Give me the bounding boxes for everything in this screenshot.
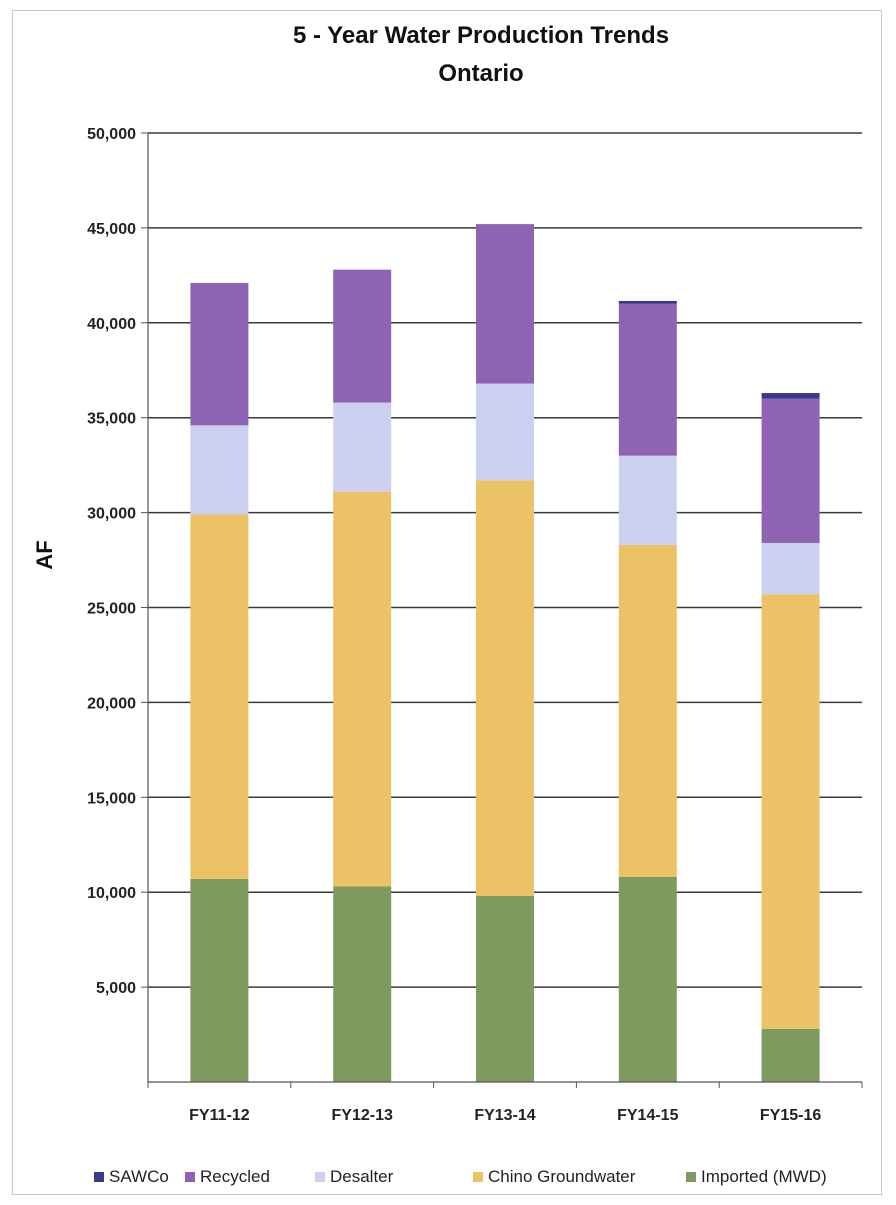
x-tick-label: FY15-16: [760, 1107, 821, 1124]
bar-imported-mwd-fy11-12: [190, 878, 249, 1082]
bars: [190, 224, 820, 1082]
bar-sawco-fy14-15: [618, 300, 677, 304]
bar-chino-groundwater-fy11-12: [190, 514, 249, 879]
chart-frame: [12, 10, 882, 1195]
bar-desalter-fy14-15: [618, 455, 677, 545]
legend: SAWCo Recycled Desalter Chino Groundwater Im…: [94, 1167, 827, 1186]
bar-imported-mwd-fy12-13: [333, 886, 392, 1082]
bar-recycled-fy14-15: [618, 303, 677, 456]
x-tick-labels: FY11-12 FY12-13 FY13-14 FY14-15 FY15-16: [189, 1107, 821, 1124]
bar-desalter-fy12-13: [333, 402, 392, 492]
bar-chino-groundwater-fy15-16: [761, 594, 820, 1029]
axes: [141, 132, 863, 1088]
chart-title: 5 - Year Water Production Trends: [293, 22, 669, 49]
legend-label: Chino Groundwater: [488, 1167, 636, 1186]
bar-chino-groundwater-fy13-14: [476, 480, 534, 896]
legend-label: Imported (MWD): [701, 1167, 827, 1186]
y-tick-label: 40,000: [87, 316, 136, 333]
legend-swatch: [315, 1172, 325, 1182]
y-tick-label: 10,000: [87, 885, 136, 902]
legend-label: SAWCo: [109, 1167, 169, 1186]
bar-desalter-fy11-12: [190, 425, 249, 515]
bar-chino-groundwater-fy12-13: [333, 491, 392, 887]
y-tick-label: 25,000: [87, 601, 136, 618]
bar-desalter-fy15-16: [761, 542, 820, 595]
bar-recycled-fy15-16: [761, 398, 820, 543]
legend-swatch: [686, 1172, 696, 1182]
y-axis-label: AF: [32, 540, 57, 569]
y-tick-label: 5,000: [96, 980, 136, 997]
bar-desalter-fy13-14: [476, 383, 534, 481]
bar-imported-mwd-fy13-14: [476, 895, 534, 1082]
bar-recycled-fy12-13: [333, 269, 392, 403]
x-tick-label: FY14-15: [617, 1107, 678, 1124]
y-tick-label: 30,000: [87, 506, 136, 523]
bar-chino-groundwater-fy14-15: [618, 544, 677, 878]
legend-label: Desalter: [330, 1167, 394, 1186]
legend-swatch: [185, 1172, 195, 1182]
y-tick-label: 50,000: [87, 126, 136, 143]
x-tick-label: FY12-13: [332, 1107, 393, 1124]
bar-imported-mwd-fy15-16: [761, 1028, 820, 1082]
y-tick-labels: 5,000 10,000 15,000 20,000 25,000 30,000 35,00…: [87, 126, 136, 997]
legend-swatch: [94, 1172, 104, 1182]
legend-label: Recycled: [200, 1167, 270, 1186]
bar-imported-mwd-fy14-15: [618, 877, 677, 1082]
x-tick-label: FY11-12: [189, 1107, 250, 1124]
chart-subtitle: Ontario: [438, 60, 523, 87]
y-tick-label: 15,000: [87, 790, 136, 807]
legend-swatch: [473, 1172, 483, 1182]
y-tick-label: 45,000: [87, 221, 136, 238]
x-tick-label: FY13-14: [474, 1107, 535, 1124]
bar-recycled-fy13-14: [476, 224, 534, 384]
y-tick-label: 20,000: [87, 695, 136, 712]
y-tick-label: 35,000: [87, 411, 136, 428]
bar-recycled-fy11-12: [190, 282, 249, 426]
bar-sawco-fy15-16: [761, 393, 820, 399]
